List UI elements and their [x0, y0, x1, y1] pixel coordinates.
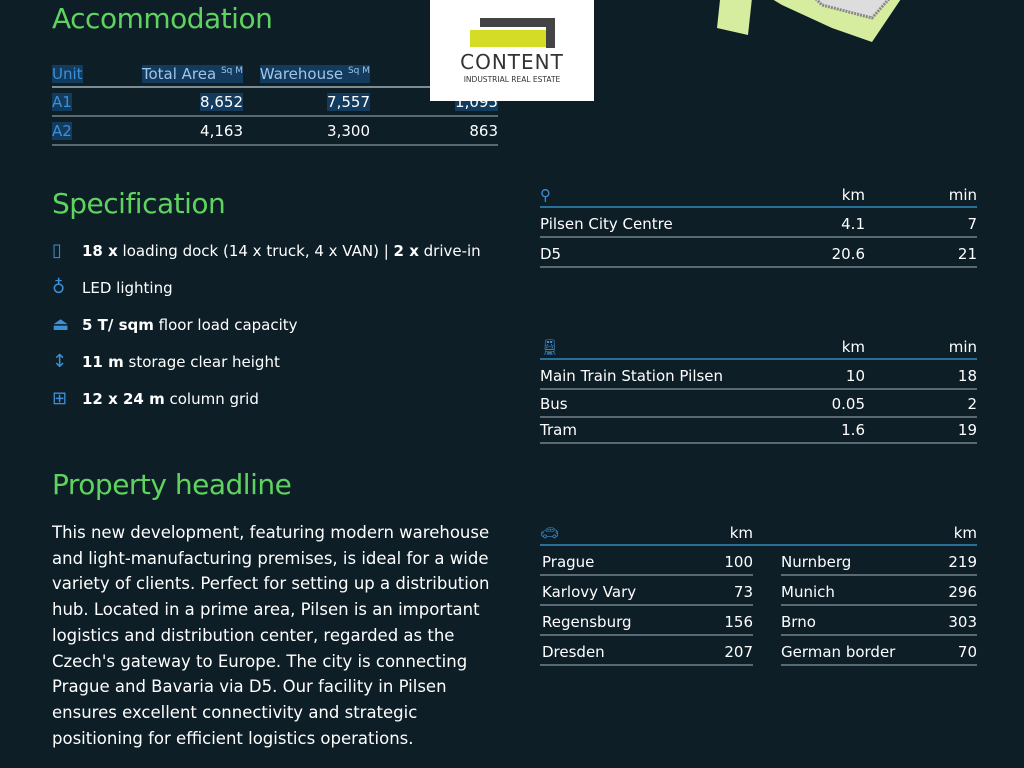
- min: 7: [967, 215, 977, 233]
- table-row: Dresden 207 German border 70: [540, 636, 977, 666]
- cell-unit: A1: [52, 92, 72, 111]
- km-header: km: [841, 338, 865, 356]
- table-row: A2 4,163 3,300 863: [52, 117, 498, 146]
- km: 156: [724, 613, 753, 631]
- dest: Munich: [781, 583, 835, 601]
- transit-table: 🚆︎ km min Main Train Station Pilsen 10 18 Bu…: [540, 334, 977, 444]
- bulb-icon: ♁: [52, 277, 66, 298]
- km: 219: [948, 553, 977, 571]
- spec-bold: 5 T/ sqm: [82, 315, 154, 334]
- spec-bold: 11 m: [82, 352, 124, 371]
- location-table: ⚲ km min Pilsen City Centre 4.1 7 D5 20.6 21: [540, 182, 977, 268]
- table-row: Pilsen City Centre 4.1 7: [540, 208, 977, 238]
- dest: Main Train Station Pilsen: [540, 367, 724, 385]
- table-row: Main Train Station Pilsen 10 18: [540, 360, 977, 390]
- dest: Nurnberg: [781, 553, 852, 571]
- cell-total: 8,652: [200, 92, 243, 111]
- km: 73: [733, 583, 753, 601]
- dest: Pilsen City Centre: [540, 215, 673, 233]
- dest: Regensburg: [542, 613, 632, 631]
- dest: Brno: [781, 613, 816, 631]
- km-header: km: [953, 524, 977, 542]
- spec-item: ⊞ 12 x 24 m column grid: [52, 388, 259, 409]
- km: 1.6: [841, 421, 865, 439]
- km: 303: [948, 613, 977, 631]
- cell-office: 863: [469, 121, 498, 140]
- km: 296: [948, 583, 977, 601]
- table-row: Karlovy Vary 73 Munich 296: [540, 576, 977, 606]
- spec-text: loading dock (14 x truck, 4 x VAN) |: [117, 241, 394, 260]
- table-row: Bus 0.05 2: [540, 390, 977, 418]
- car-table: 🚗︎ km km Prague 100 Nurnberg 219 Karlovy Vary…: [540, 520, 977, 666]
- table-row: Tram 1.6 19: [540, 418, 977, 444]
- dest: Tram: [540, 421, 577, 439]
- table-row: Regensburg 156 Brno 303: [540, 606, 977, 636]
- spec-item: ↕ 11 m storage clear height: [52, 351, 280, 372]
- dest: D5: [540, 245, 562, 263]
- unit-sup: Sq M: [220, 66, 243, 76]
- accommodation-title: Accommodation: [52, 2, 273, 35]
- spec-text: LED lighting: [82, 278, 173, 297]
- min-header: min: [948, 338, 977, 356]
- logo-tagline: INDUSTRIAL REAL ESTATE: [463, 75, 561, 84]
- min: 19: [957, 421, 977, 439]
- km-header: km: [729, 524, 753, 542]
- dest: Prague: [542, 553, 595, 571]
- cell-unit: A2: [52, 121, 72, 140]
- cell-warehouse: 3,300: [327, 121, 370, 140]
- spec-text: drive-in: [418, 241, 481, 260]
- door-icon: ▯: [52, 240, 62, 261]
- logo-name: CONTENT: [460, 50, 564, 74]
- km: 10: [845, 367, 865, 385]
- spec-item: ♁ LED lighting: [52, 277, 173, 298]
- km: 0.05: [831, 395, 865, 413]
- km-header: km: [841, 186, 865, 204]
- spec-text: storage clear height: [123, 352, 280, 371]
- km: 70: [957, 643, 977, 661]
- min-header: min: [948, 186, 977, 204]
- spec-item: ⏏ 5 T/ sqm floor load capacity: [52, 314, 298, 335]
- cell-total: 4,163: [200, 121, 243, 140]
- headline-text: This new development, featuring modern w…: [52, 523, 490, 748]
- header-warehouse: Warehouse: [259, 65, 344, 83]
- min: 2: [967, 395, 977, 413]
- unit-sup: Sq M: [347, 66, 370, 76]
- km: 20.6: [831, 245, 865, 263]
- dest: Bus: [540, 395, 568, 413]
- dest: Karlovy Vary: [542, 583, 637, 601]
- min: 18: [957, 367, 977, 385]
- spec-bold: 2 x: [393, 241, 419, 260]
- table-row: A1 8,652 7,557 1,095: [52, 88, 498, 117]
- km: 4.1: [841, 215, 865, 233]
- table-row: D5 20.6 21: [540, 238, 977, 268]
- accommodation-table: Unit Total Area Sq M Warehouse Sq M A1 8…: [52, 62, 498, 146]
- specification-title: Specification: [52, 187, 226, 220]
- km: 100: [724, 553, 753, 571]
- train-icon: 🚆︎: [540, 338, 560, 356]
- height-arrow-icon: ↕: [52, 351, 68, 372]
- spec-item: ▯ 18 x loading dock (14 x truck, 4 x VAN)…: [52, 240, 481, 261]
- header-unit: Unit: [52, 65, 83, 83]
- spec-text: column grid: [164, 389, 259, 408]
- content-logo: CONTENT INDUSTRIAL REAL ESTATE: [430, 0, 594, 101]
- km: 207: [724, 643, 753, 661]
- weight-icon: ⏏: [52, 314, 70, 335]
- car-icon: 🚗︎: [540, 524, 560, 542]
- spec-bold: 18 x: [82, 241, 118, 260]
- cell-warehouse: 7,557: [327, 92, 370, 111]
- table-row: Prague 100 Nurnberg 219: [540, 546, 977, 576]
- header-total-area: Total Area: [141, 65, 217, 83]
- headline-title: Property headline: [52, 468, 292, 501]
- spec-text: floor load capacity: [153, 315, 298, 334]
- min: 21: [957, 245, 977, 263]
- spec-bold: 12 x 24 m: [82, 389, 165, 408]
- site-map-image: [717, 0, 901, 42]
- dest: German border: [781, 643, 896, 661]
- grid-icon: ⊞: [52, 388, 68, 409]
- location-pin-icon: ⚲: [540, 186, 551, 204]
- dest: Dresden: [542, 643, 605, 661]
